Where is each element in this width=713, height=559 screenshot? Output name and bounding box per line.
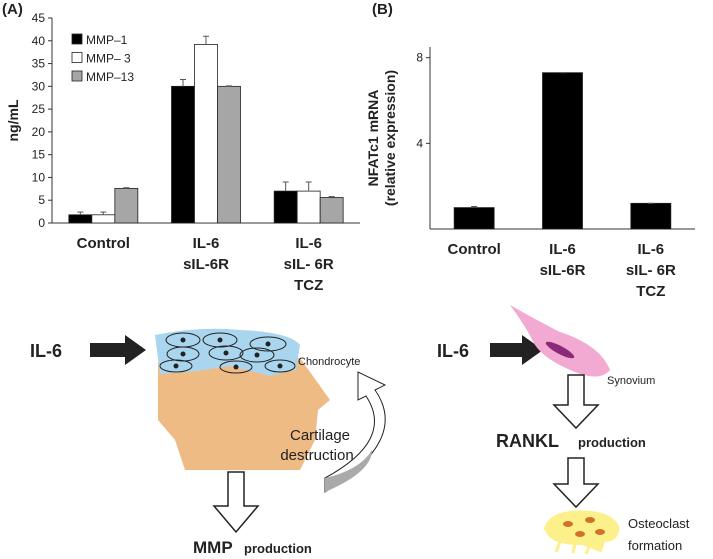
bar: [630, 202, 672, 230]
arrow-shade: [325, 450, 372, 492]
x-tick-label: TCZ: [636, 283, 665, 300]
x-tick-label: IL-6: [193, 235, 220, 252]
error-bar: [180, 79, 186, 87]
y-axis-label: (relative expression): [382, 70, 398, 206]
cartilage: [158, 358, 330, 470]
bar: [296, 190, 321, 224]
error-bar: [100, 211, 107, 215]
x-tick-label: IL-6: [637, 241, 664, 258]
y-tick-label: 8: [416, 51, 423, 65]
x-tick-label: Control: [77, 235, 130, 252]
arrow: [490, 335, 543, 365]
bar: [217, 85, 241, 224]
y-tick-label: 15: [32, 148, 46, 162]
y-tick-label: 20: [32, 125, 46, 139]
x-tick-label: sIL-6R: [183, 256, 229, 273]
y-tick-label: 25: [32, 102, 46, 116]
x-tick-label: TCZ: [294, 277, 323, 294]
synoviocyte: [510, 305, 610, 377]
error-bar: [203, 35, 209, 45]
arrow: [90, 335, 146, 365]
arrow: [212, 471, 260, 534]
tissue-label: Synovium: [607, 375, 655, 387]
error-bar: [328, 196, 335, 198]
product-label: MMP: [193, 538, 233, 557]
legend-label: MMP– 3: [86, 52, 131, 66]
y-axis-label: NFATc1 mRNA: [365, 90, 381, 187]
chondrocytes: [159, 332, 296, 374]
bar: [273, 190, 298, 224]
x-tick-label: sIL- 6R: [626, 262, 676, 279]
product-suffix: production: [244, 541, 312, 556]
y-tick-label: 10: [32, 170, 46, 184]
y-tick-label: 30: [32, 79, 46, 93]
y-tick-label: 4: [416, 136, 423, 150]
legend-label: MMP–1: [86, 33, 128, 47]
legend-label: MMP–13: [86, 70, 134, 84]
bar: [542, 72, 583, 230]
panel-label: (B): [372, 1, 393, 18]
error-bar: [471, 206, 478, 208]
arrow: [552, 374, 600, 430]
y-tick-label: 0: [38, 216, 45, 230]
nuclei: [173, 337, 283, 370]
bar: [453, 207, 495, 230]
bar: [68, 214, 93, 224]
bar: [319, 197, 344, 224]
product-suffix: production: [578, 435, 646, 450]
y-tick-label: 45: [32, 11, 46, 25]
bar: [194, 44, 218, 224]
product-label: RANKL: [496, 431, 559, 451]
input-label: IL-6: [437, 341, 469, 361]
legend-swatch: [71, 33, 83, 45]
osteoclast-nuclei: [563, 517, 605, 537]
process-label: Cartilage: [290, 427, 350, 444]
x-tick-label: IL-6: [295, 235, 322, 252]
x-tick-label: IL-6: [549, 241, 576, 258]
bar: [171, 85, 195, 224]
bar: [114, 187, 139, 224]
process-label: destruction: [280, 447, 353, 464]
x-tick-label: sIL- 6R: [284, 256, 334, 273]
y-tick-label: 5: [38, 193, 45, 207]
arrow: [552, 457, 600, 509]
y-tick-label: 35: [32, 57, 46, 71]
osteoclast-body: [545, 512, 618, 545]
cell-label: Chondrocyte: [298, 356, 360, 368]
y-axis-label: ng/mL: [5, 99, 21, 141]
error-bar: [305, 181, 312, 192]
legend-swatch: [71, 52, 83, 63]
legend-swatch: [71, 70, 83, 82]
outcome-label: formation: [628, 538, 682, 553]
y-tick-label: 40: [32, 34, 46, 48]
error-bar: [282, 181, 289, 192]
error-bar: [77, 211, 84, 215]
outcome-label: Osteoclast: [628, 516, 690, 531]
error-bar: [123, 187, 130, 189]
nucleus: [545, 341, 575, 359]
bar: [91, 214, 116, 224]
x-tick-label: Control: [448, 241, 501, 258]
x-tick-label: sIL-6R: [540, 262, 586, 279]
panel-label: (A): [2, 1, 23, 18]
input-label: IL-6: [30, 341, 62, 361]
